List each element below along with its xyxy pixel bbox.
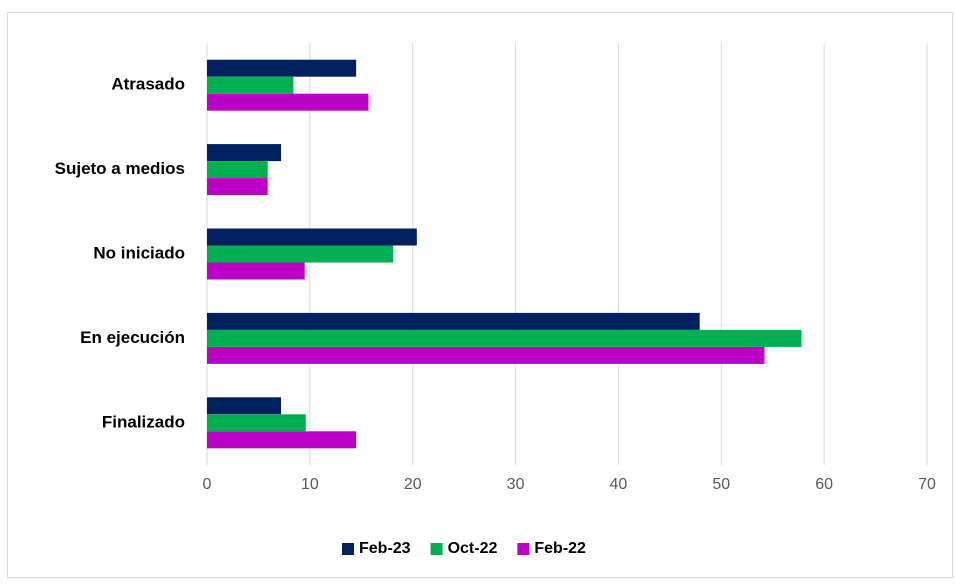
bar (207, 245, 394, 263)
x-tick-label: 40 (610, 476, 628, 493)
legend-swatch (430, 543, 443, 555)
y-tick-label: Atrasado (111, 75, 185, 94)
bar (207, 397, 282, 415)
y-tick-label: Sujeto a medios (55, 159, 185, 178)
legend-swatch (517, 543, 530, 555)
bar (207, 262, 305, 280)
x-tick-label: 50 (712, 476, 730, 493)
bar (207, 329, 802, 347)
chart-frame (7, 12, 953, 578)
bar (207, 161, 268, 179)
x-tick-label: 30 (507, 476, 525, 493)
x-tick-label: 60 (815, 476, 833, 493)
y-tick-label: No iniciado (93, 243, 185, 262)
legend-label: Oct-22 (448, 540, 498, 557)
bar (207, 312, 700, 330)
bar (207, 228, 417, 246)
bar (207, 414, 306, 432)
y-tick-label: Finalizado (102, 412, 185, 431)
y-tick-label: En ejecución (80, 328, 185, 347)
bar (207, 144, 282, 162)
legend-label: Feb-22 (534, 540, 586, 557)
x-tick-label: 70 (918, 476, 936, 493)
bar (207, 346, 765, 364)
x-tick-label: 20 (404, 476, 422, 493)
bar (207, 178, 268, 196)
bar (207, 59, 357, 77)
bar (207, 76, 294, 94)
legend-label: Feb-23 (359, 540, 411, 557)
x-tick-label: 0 (203, 476, 212, 493)
x-tick-label: 10 (301, 476, 319, 493)
legend-swatch (342, 543, 354, 555)
bar (207, 431, 357, 449)
bar (207, 93, 369, 111)
